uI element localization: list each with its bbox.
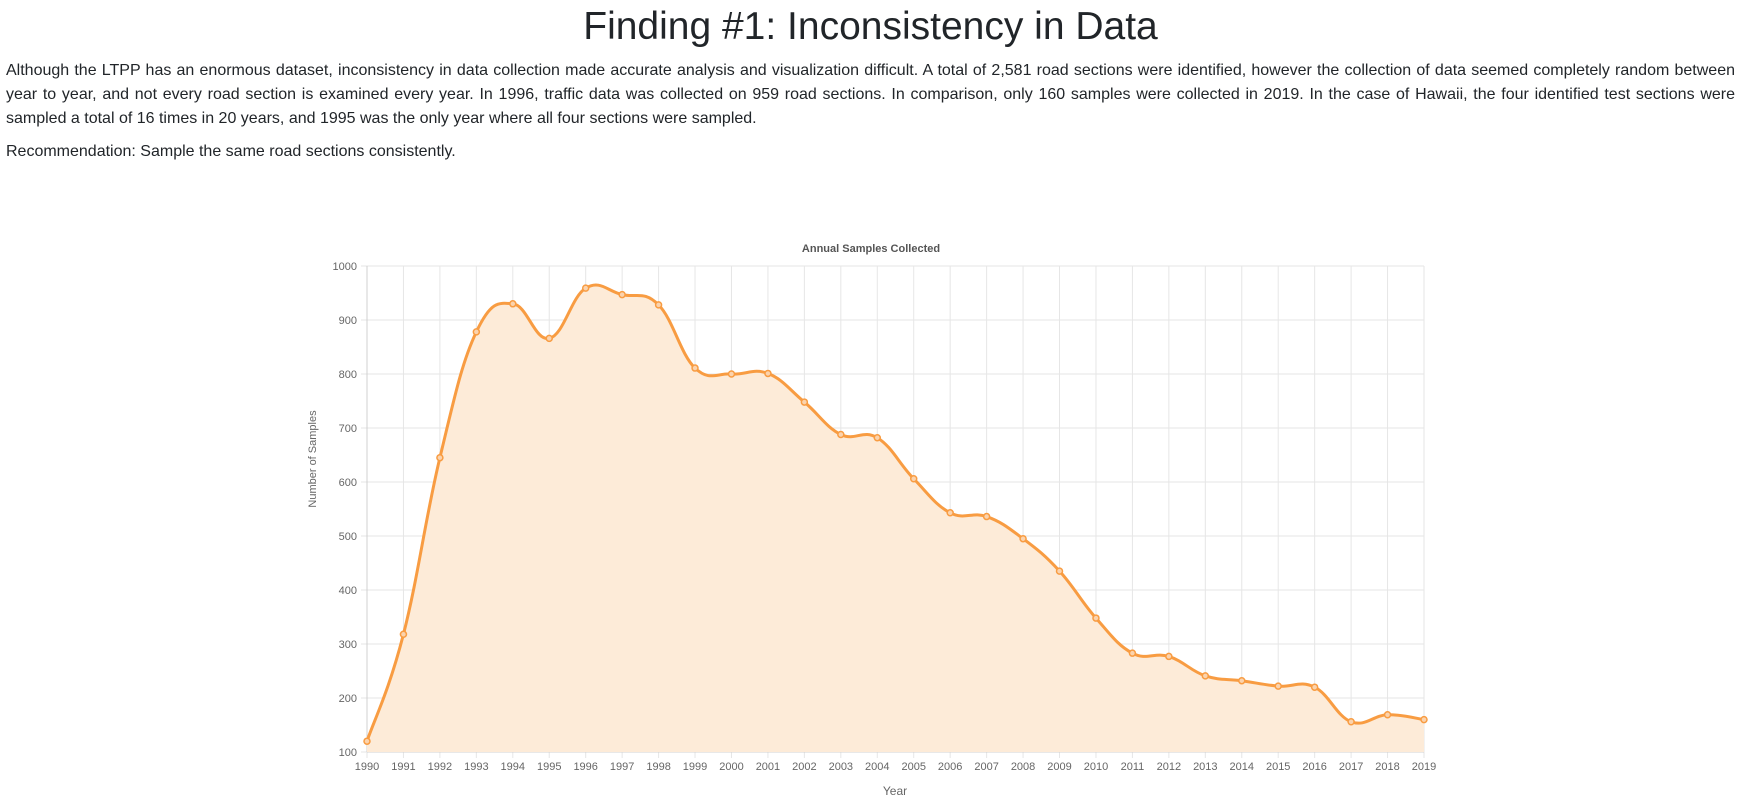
x-tick-label: 2008	[1011, 761, 1035, 773]
x-tick-label: 2018	[1375, 761, 1399, 773]
data-point-1995[interactable]	[545, 334, 553, 343]
series-area-fill	[367, 284, 1424, 752]
point-layer	[363, 284, 1428, 745]
data-point-2017[interactable]	[1347, 718, 1355, 726]
area-layer	[367, 284, 1424, 752]
x-tick-label: 2013	[1193, 761, 1217, 773]
x-tick-label: 2016	[1302, 761, 1326, 773]
y-tick-label: 200	[339, 693, 357, 705]
data-point-2010[interactable]	[1092, 614, 1100, 622]
data-point-2011[interactable]	[1128, 649, 1137, 657]
data-point-2018[interactable]	[1383, 710, 1392, 719]
y-axis-label: Number of Samples	[307, 410, 319, 508]
data-point-1990[interactable]	[363, 737, 371, 745]
data-point-2019[interactable]	[1420, 715, 1428, 724]
x-tick-label: 2006	[938, 761, 962, 773]
x-tick-label: 1993	[464, 761, 488, 773]
data-point-1996[interactable]	[581, 284, 590, 292]
x-tick-label: 2015	[1266, 761, 1290, 773]
annual-samples-chart: 100 200 300 400 500 600 700 800 900 1000 1990 1991 1…	[307, 243, 1437, 798]
x-tick-label: 2001	[756, 761, 780, 773]
data-point-1998[interactable]	[654, 301, 663, 309]
data-point-1991[interactable]	[399, 630, 408, 639]
chart-container: 100 200 300 400 500 600 700 800 900 1000 1990 1991 1…	[0, 230, 1741, 799]
x-tick-label: 1999	[683, 761, 707, 773]
x-tick-label: 1990	[355, 761, 379, 773]
finding-paragraph: Although the LTPP has an enormous datase…	[6, 62, 1735, 127]
x-tick-label: 2014	[1230, 761, 1254, 773]
y-tick-label: 400	[339, 585, 357, 597]
data-point-2008[interactable]	[1019, 534, 1027, 543]
x-tick-label: 2019	[1412, 761, 1436, 773]
data-point-2007[interactable]	[982, 512, 991, 521]
data-point-2012[interactable]	[1165, 652, 1173, 661]
x-tick-label: 1991	[391, 761, 415, 773]
y-tick-label: 800	[339, 369, 357, 381]
data-point-2004[interactable]	[873, 433, 882, 442]
x-tick-label: 2017	[1339, 761, 1363, 773]
x-tick-label: 1994	[501, 761, 525, 773]
x-tick-label: 2011	[1121, 761, 1145, 773]
y-tick-label: 700	[339, 423, 357, 435]
x-axis-label: Year	[883, 784, 907, 798]
data-point-1997[interactable]	[618, 290, 626, 299]
x-tick-label: 1996	[573, 761, 597, 773]
x-tick-label: 1995	[537, 761, 561, 773]
x-tick-label: 1998	[646, 761, 670, 773]
data-point-2016[interactable]	[1310, 683, 1319, 691]
y-tick-label: 100	[339, 747, 357, 759]
label-layer: 100 200 300 400 500 600 700 800 900 1000 1990 1991 1…	[333, 261, 1437, 773]
data-point-2001[interactable]	[764, 369, 772, 378]
x-tick-label: 2004	[865, 761, 889, 773]
y-tick-label: 300	[339, 639, 357, 651]
data-point-2006[interactable]	[946, 509, 954, 517]
y-tick-label: 1000	[333, 261, 357, 273]
data-point-2000[interactable]	[727, 370, 736, 378]
x-tick-label: 1997	[610, 761, 634, 773]
data-point-2013[interactable]	[1201, 672, 1210, 680]
page-title: Finding #1: Inconsistency in Data	[583, 5, 1158, 48]
data-point-1999[interactable]	[691, 364, 699, 372]
x-tick-label: 2000	[719, 761, 743, 773]
x-tick-label: 2009	[1047, 761, 1071, 773]
x-tick-label: 1992	[428, 761, 452, 773]
x-tick-label: 2005	[901, 761, 925, 773]
chart-title: Annual Samples Collected	[802, 243, 940, 255]
x-tick-label: 2007	[974, 761, 998, 773]
data-point-1994[interactable]	[509, 300, 517, 308]
y-tick-label: 600	[339, 477, 357, 489]
recommendation-text: Recommendation: Sample the same road sec…	[6, 143, 456, 160]
data-point-2009[interactable]	[1055, 567, 1064, 575]
data-point-2015[interactable]	[1274, 682, 1282, 690]
data-point-1993[interactable]	[472, 328, 481, 336]
x-tick-label: 2010	[1084, 761, 1108, 773]
data-point-2005[interactable]	[909, 475, 918, 483]
x-tick-label: 2003	[829, 761, 853, 773]
x-tick-label: 2012	[1157, 761, 1181, 773]
data-point-2003[interactable]	[837, 430, 845, 439]
data-point-2002[interactable]	[800, 398, 809, 406]
data-point-2014[interactable]	[1238, 676, 1246, 685]
y-tick-label: 900	[339, 315, 357, 327]
data-point-1992[interactable]	[436, 453, 444, 462]
y-tick-label: 500	[339, 531, 357, 543]
x-tick-label: 2002	[792, 761, 816, 773]
